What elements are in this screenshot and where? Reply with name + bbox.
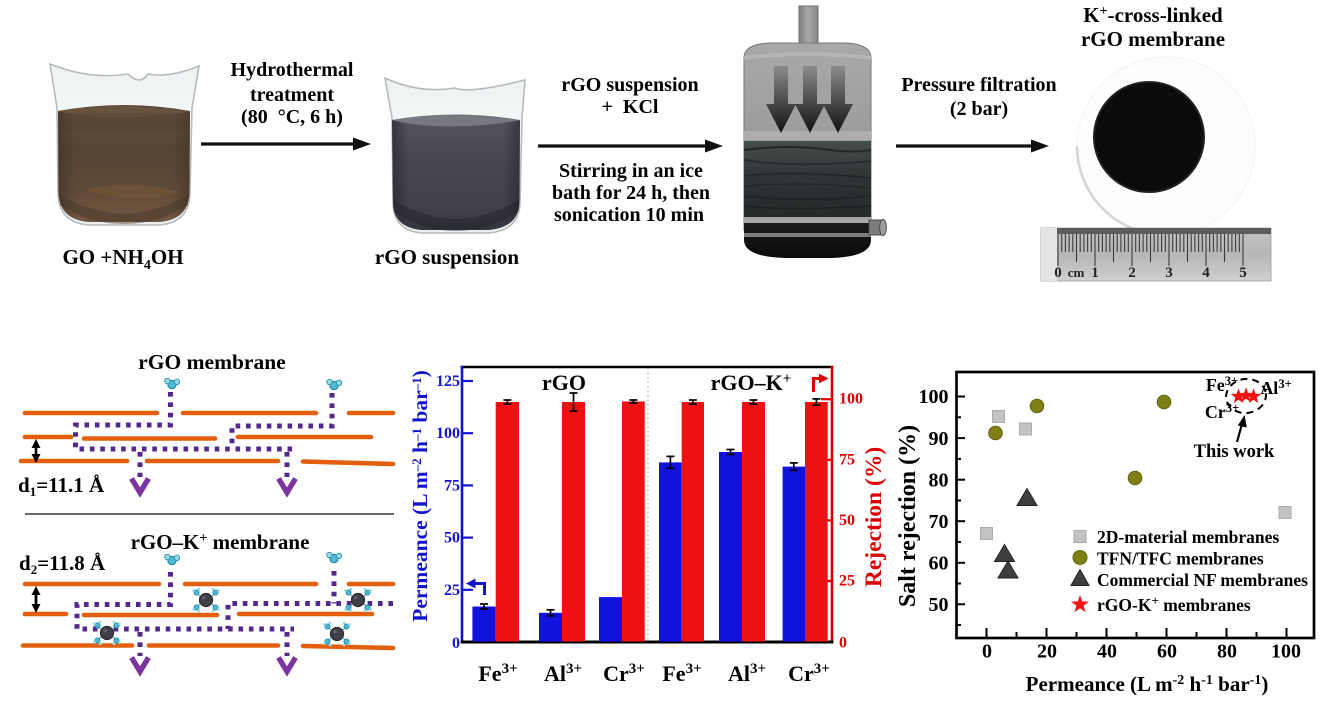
svg-text:This work: This work bbox=[1194, 442, 1275, 462]
svg-text:Commercial NF membranes: Commercial NF membranes bbox=[1097, 570, 1308, 590]
svg-text:0: 0 bbox=[452, 635, 460, 652]
svg-text:80: 80 bbox=[1217, 641, 1237, 663]
svg-text:40: 40 bbox=[1097, 641, 1117, 663]
svg-text:Fe3+: Fe3+ bbox=[478, 661, 517, 686]
svg-text:(80 °C, 6 h): (80 °C, 6 h) bbox=[241, 106, 343, 128]
svg-text:d2=11.8 Å: d2=11.8 Å bbox=[19, 551, 106, 577]
svg-text:Permeance (L m–2 h–1 bar–1): Permeance (L m–2 h–1 bar–1) bbox=[408, 370, 432, 622]
svg-text:2D-material membranes: 2D-material membranes bbox=[1097, 527, 1279, 547]
svg-text:Salt rejection (%): Salt rejection (%) bbox=[895, 425, 921, 607]
svg-text:GO +NH4OH: GO +NH4OH bbox=[62, 245, 183, 273]
svg-text:rGO suspension: rGO suspension bbox=[375, 245, 519, 269]
svg-text:75: 75 bbox=[444, 477, 460, 494]
svg-text:100: 100 bbox=[436, 425, 460, 442]
svg-text:bath for 24 h, then: bath for 24 h, then bbox=[552, 182, 710, 204]
svg-text:TFN/TFC membranes: TFN/TFC membranes bbox=[1097, 549, 1264, 569]
svg-text:rGO–K+: rGO–K+ bbox=[711, 370, 792, 395]
svg-text:sonication 10 min: sonication 10 min bbox=[554, 204, 704, 226]
svg-text:2: 2 bbox=[1128, 265, 1136, 281]
svg-text:100: 100 bbox=[919, 386, 949, 408]
svg-text:Al3+: Al3+ bbox=[728, 661, 766, 686]
svg-text:4: 4 bbox=[1202, 265, 1210, 281]
svg-text:cm: cm bbox=[1068, 265, 1085, 280]
svg-text:Fe3+: Fe3+ bbox=[662, 661, 701, 686]
svg-text:90: 90 bbox=[929, 428, 949, 450]
svg-text:rGO: rGO bbox=[542, 370, 586, 395]
svg-text:Cr3+: Cr3+ bbox=[1205, 401, 1239, 422]
svg-text:Fe3+: Fe3+ bbox=[1206, 374, 1238, 395]
svg-text:25: 25 bbox=[444, 582, 460, 599]
svg-text:Stirring in an ice: Stirring in an ice bbox=[559, 160, 703, 182]
svg-text:treatment: treatment bbox=[250, 84, 334, 106]
svg-text:20: 20 bbox=[1037, 641, 1057, 663]
svg-text:d1=11.1 Å: d1=11.1 Å bbox=[18, 473, 105, 499]
svg-text:25: 25 bbox=[839, 573, 855, 590]
svg-text:0: 0 bbox=[1054, 265, 1062, 281]
svg-text:5: 5 bbox=[1239, 265, 1247, 281]
svg-text:+ KCl: + KCl bbox=[602, 96, 659, 118]
svg-text:100: 100 bbox=[1271, 641, 1301, 663]
svg-text:100: 100 bbox=[839, 391, 863, 408]
svg-text:rGO membrane: rGO membrane bbox=[1081, 27, 1225, 51]
svg-text:Pressure filtration: Pressure filtration bbox=[901, 74, 1056, 96]
svg-text:Rejection (%): Rejection (%) bbox=[861, 447, 887, 587]
svg-text:rGO suspension: rGO suspension bbox=[561, 74, 698, 96]
svg-text:rGO membrane: rGO membrane bbox=[138, 350, 285, 374]
svg-text:80: 80 bbox=[929, 469, 949, 491]
svg-text:50: 50 bbox=[444, 530, 460, 547]
svg-text:60: 60 bbox=[1157, 641, 1177, 663]
svg-text:60: 60 bbox=[929, 553, 949, 575]
svg-text:1: 1 bbox=[1091, 265, 1099, 281]
svg-text:50: 50 bbox=[839, 512, 855, 529]
svg-text:Cr3+: Cr3+ bbox=[603, 661, 645, 686]
svg-text:Cr3+: Cr3+ bbox=[788, 661, 830, 686]
svg-text:Al3+: Al3+ bbox=[544, 661, 582, 686]
svg-text:125: 125 bbox=[436, 373, 460, 390]
svg-text:0: 0 bbox=[839, 635, 847, 652]
svg-text:75: 75 bbox=[839, 451, 855, 468]
svg-text:Al3+: Al3+ bbox=[1260, 377, 1291, 398]
svg-text:K+-cross-linked: K+-cross-linked bbox=[1083, 3, 1223, 27]
svg-text:70: 70 bbox=[929, 511, 949, 533]
svg-text:(2 bar): (2 bar) bbox=[950, 98, 1008, 120]
svg-text:rGO-K+ membranes: rGO-K+ membranes bbox=[1097, 593, 1251, 615]
svg-text:3: 3 bbox=[1165, 265, 1173, 281]
svg-text:Hydrothermal: Hydrothermal bbox=[231, 59, 354, 81]
svg-text:Permeance (L m-2 h-1 bar-1): Permeance (L m-2 h-1 bar-1) bbox=[1026, 672, 1269, 696]
svg-text:rGO–K+ membrane: rGO–K+ membrane bbox=[131, 530, 310, 554]
svg-text:0: 0 bbox=[982, 641, 992, 663]
svg-text:50: 50 bbox=[929, 594, 949, 616]
